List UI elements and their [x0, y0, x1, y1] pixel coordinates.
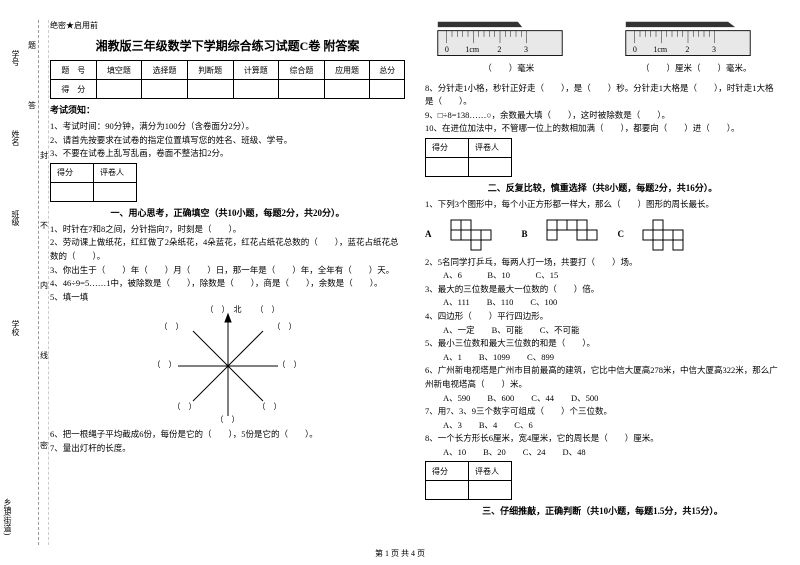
shape-a — [447, 216, 507, 252]
side-da: 答 — [28, 100, 36, 111]
side-xuehao: 学号 — [10, 50, 21, 66]
score-h0: 题 号 — [51, 61, 97, 80]
section3-title: 三、仔细推敲，正确判断（共10小题，每题1.5分，共15分）。 — [425, 504, 780, 517]
scorer-table: 得分评卷人 — [50, 163, 137, 202]
ruler-2-label: （ ）厘米（ ）毫米。 — [613, 62, 781, 76]
s2q6: 6、广州新电视塔是广州市目前最高的建筑，它比中信大厦高278米，中信大厦高322… — [425, 364, 780, 391]
page-footer: 第 1 页 共 4 页 — [0, 548, 800, 559]
notice-2: 2、请首先按要求在试卷的指定位置填写您的姓名、班级、学号。 — [50, 134, 405, 148]
svg-text:2: 2 — [497, 45, 501, 54]
score-h6: 应用题 — [324, 61, 370, 80]
shape-c-label: C — [618, 229, 625, 239]
section1-title: 一、用心思考，正确填空（共10小题，每题2分，共20分）。 — [50, 206, 405, 219]
compass-north: 北 — [234, 304, 242, 315]
score-h7: 总分 — [370, 61, 405, 80]
s2q7opts: A、3 B、4 C、6 — [443, 419, 780, 433]
q3: 3、你出生于（ ）年（ ）月（ ）日，那一年是（ ）年，全年有（ ）天。 — [50, 264, 405, 278]
svg-text:1cm: 1cm — [653, 45, 668, 54]
notice-title: 考试须知： — [50, 103, 405, 116]
svg-text:3: 3 — [712, 45, 716, 54]
s2q4: 4、四边形（ ）平行四边形。 — [425, 310, 780, 324]
s2q4opts: A、一定 B、可能 C、不可能 — [443, 324, 780, 338]
s2q6opts: A、590 B、600 C、44 D、500 — [443, 392, 780, 406]
section2-title: 二、反复比较，慎重选择（共8小题，每题2分，共16分）。 — [425, 181, 780, 194]
side-bu: 不 — [40, 220, 48, 231]
s2q2opts: A、6 B、10 C、15 — [443, 269, 780, 283]
fold-line-2 — [48, 20, 49, 545]
score-h2: 选择题 — [142, 61, 188, 80]
left-column: 绝密★启用前 湘教版三年级数学下学期综合练习试题C卷 附答案 题 号 填空题 选… — [50, 20, 405, 521]
q1: 1、时针在7和8之间，分针指向7，时刻是（ ）。 — [50, 223, 405, 237]
svg-text:3: 3 — [524, 45, 528, 54]
exam-title: 湘教版三年级数学下学期综合练习试题C卷 附答案 — [50, 37, 405, 54]
side-seal2: 封 — [40, 150, 48, 161]
secret-label: 绝密★启用前 — [50, 20, 405, 31]
s2q8: 8、一个长方形长6厘米，宽4厘米，它的周长是（ ）厘米。 — [425, 432, 780, 446]
notice-3: 3、不要在试卷上乱写乱画，卷面不整洁扣2分。 — [50, 147, 405, 161]
notice-1: 1、考试时间：90分钟，满分为100分（含卷面分2分）。 — [50, 120, 405, 134]
score-table: 题 号 填空题 选择题 判断题 计算题 综合题 应用题 总分 得 分 — [50, 60, 405, 99]
s2q7: 7、用7、3、9三个数字可组成（ ）个三位数。 — [425, 405, 780, 419]
side-seal1: 密 — [40, 440, 48, 451]
svg-text:0: 0 — [445, 45, 449, 54]
svg-text:2: 2 — [685, 45, 689, 54]
q10: 10、在进位加法中，不管哪一位上的数相加满（ ），都要向（ ）进（ ）。 — [425, 122, 780, 136]
score-h1: 填空题 — [96, 61, 142, 80]
scorer-table-2: 得分评卷人 — [425, 138, 512, 177]
q5: 5、填一填 — [50, 291, 405, 305]
svg-text:1cm: 1cm — [465, 45, 480, 54]
shape-b-label: B — [522, 229, 528, 239]
content: 绝密★启用前 湘教版三年级数学下学期综合练习试题C卷 附答案 题 号 填空题 选… — [50, 20, 780, 521]
ruler-row: 0 1cm 2 3 （ ）毫米 — [425, 20, 780, 76]
q8: 8、分针走1小格，秒针正好走（ ），是（ ）秒。分针走1大格是（ ），时针走1大… — [425, 82, 780, 109]
q7: 7、量出灯杆的长度。 — [50, 442, 405, 456]
scorer-table-3: 得分评卷人 — [425, 461, 512, 500]
right-column: 0 1cm 2 3 （ ）毫米 — [425, 20, 780, 521]
q9: 9、□÷8=138……○，余数最大填（ ），这时被除数是（ ）。 — [425, 109, 780, 123]
s2q3opts: A、111 B、110 C、100 — [443, 296, 780, 310]
shape-c — [639, 216, 699, 252]
side-xian: 线 — [40, 350, 48, 361]
side-banji: 班级 — [10, 210, 21, 226]
q4: 4、46÷9=5……1中，被除数是（ ），除数是（ ），商是（ ），余数是（ ）… — [50, 277, 405, 291]
s2q3: 3、最大的三位数是最大一位数的（ ）倍。 — [425, 283, 780, 297]
scorer-c1: 得分 — [51, 163, 94, 182]
q6: 6、把一根绳子平均截成6份，每份是它的（ ），5份是它的（ ）。 — [50, 428, 405, 442]
shape-a-label: A — [425, 229, 432, 239]
page: 乡镇(街道) 学校 班级 姓名 学号 内 线 密 封 不 答 题 绝密★启用前 … — [0, 0, 800, 565]
ruler-1-label: （ ）毫米 — [425, 62, 593, 76]
side-school: 学校 — [10, 320, 21, 336]
s2q5opts: A、1 B、1099 C、899 — [443, 351, 780, 365]
side-name: 姓名 — [10, 130, 21, 146]
q2: 2、劳动课上做纸花，红红做了2朵纸花，4朵蓝花，红花占纸花总数的（ ），蓝花占纸… — [50, 236, 405, 263]
s2q1: 1、下列3个图形中，每个小正方形都一样大，那么（ ）图形的周长最长。 — [425, 198, 780, 212]
s2q5: 5、最小三位数和最大三位数的和是（ ）。 — [425, 337, 780, 351]
score-h4: 计算题 — [233, 61, 279, 80]
side-ti: 题 — [28, 40, 36, 51]
shapes-row: A B — [425, 216, 780, 252]
ruler-1: 0 1cm 2 3 — [425, 20, 575, 60]
scorer-c2: 评卷人 — [94, 163, 137, 182]
score-r2: 得 分 — [51, 80, 97, 99]
shape-b — [543, 216, 603, 252]
ruler-2: 0 1cm 2 3 — [613, 20, 763, 60]
compass-diagram: （ ） 北 （ ） （ ） （ ） （ ） （ ） （ ） （ ） （ ） — [158, 306, 298, 426]
s2q8opts: A、10 B、20 C、24 D、48 — [443, 446, 780, 460]
side-nei: 内 — [40, 280, 48, 291]
side-xiang: 乡镇(街道) — [2, 498, 13, 535]
fold-line-1 — [38, 20, 39, 545]
score-h3: 判断题 — [187, 61, 233, 80]
score-h5: 综合题 — [279, 61, 325, 80]
s2q2: 2、5名同学打乒乓，每两人打一场，共要打（ ）场。 — [425, 256, 780, 270]
svg-text:0: 0 — [632, 45, 636, 54]
